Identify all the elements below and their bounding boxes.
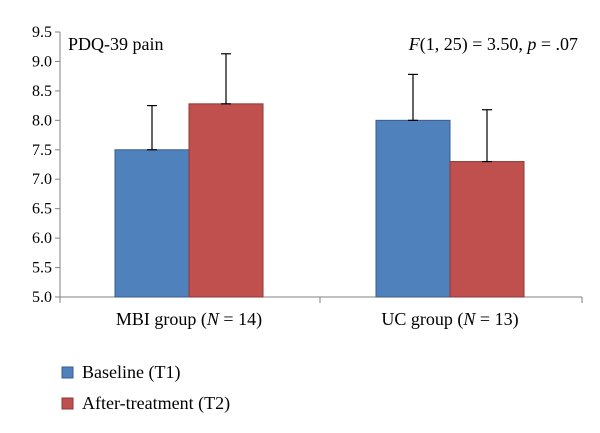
legend-swatch-after-treatment xyxy=(61,397,74,410)
bar-after-treatment xyxy=(449,161,525,298)
category-label-text: MBI group ( xyxy=(116,309,207,330)
legend: Baseline (T1) After-treatment (T2) xyxy=(61,362,230,414)
y-tick-label: 5.5 xyxy=(32,260,52,277)
annotation-df: (1, 25) = 3.50, xyxy=(420,34,528,55)
category-label-uc: UC group (N = 13) xyxy=(381,309,518,330)
bar-after-treatment xyxy=(188,103,264,298)
category-n-value: = 14) xyxy=(219,309,262,330)
y-tick-label: 8.0 xyxy=(32,112,52,129)
category-n-symbol: N xyxy=(462,309,476,329)
annotation-f: F xyxy=(408,34,421,54)
plot-area: 5.0 5.5 6.0 6.5 7.0 7.5 8.0 8.5 9.0 9.5 xyxy=(32,24,583,306)
stat-annotation: F(1, 25) = 3.50, p = .07 xyxy=(408,34,578,55)
annotation-pval: = .07 xyxy=(536,34,578,54)
y-tick-label: 6.5 xyxy=(32,201,52,218)
y-tick-label: 7.0 xyxy=(32,171,52,188)
category-label-mbi: MBI group (N = 14) xyxy=(116,309,262,330)
category-n-symbol: N xyxy=(206,309,220,329)
y-tick-label: 9.0 xyxy=(32,53,52,70)
category-n-value: = 13) xyxy=(475,309,518,330)
bar-baseline xyxy=(114,149,190,298)
legend-label-baseline: Baseline (T1) xyxy=(82,362,180,383)
bar-baseline xyxy=(375,119,451,298)
legend-swatch-baseline xyxy=(61,366,74,379)
y-tick-label: 7.5 xyxy=(32,142,52,159)
y-tick-label: 9.5 xyxy=(32,24,52,41)
annotation-p: p xyxy=(525,34,536,54)
legend-label-after-treatment: After-treatment (T2) xyxy=(82,393,230,414)
chart-title: PDQ-39 pain xyxy=(68,34,164,54)
y-tick-label: 8.5 xyxy=(32,83,52,100)
y-tick-label: 5.0 xyxy=(32,289,52,306)
y-tick-label: 6.0 xyxy=(32,230,52,247)
category-label-text: UC group ( xyxy=(381,309,463,330)
